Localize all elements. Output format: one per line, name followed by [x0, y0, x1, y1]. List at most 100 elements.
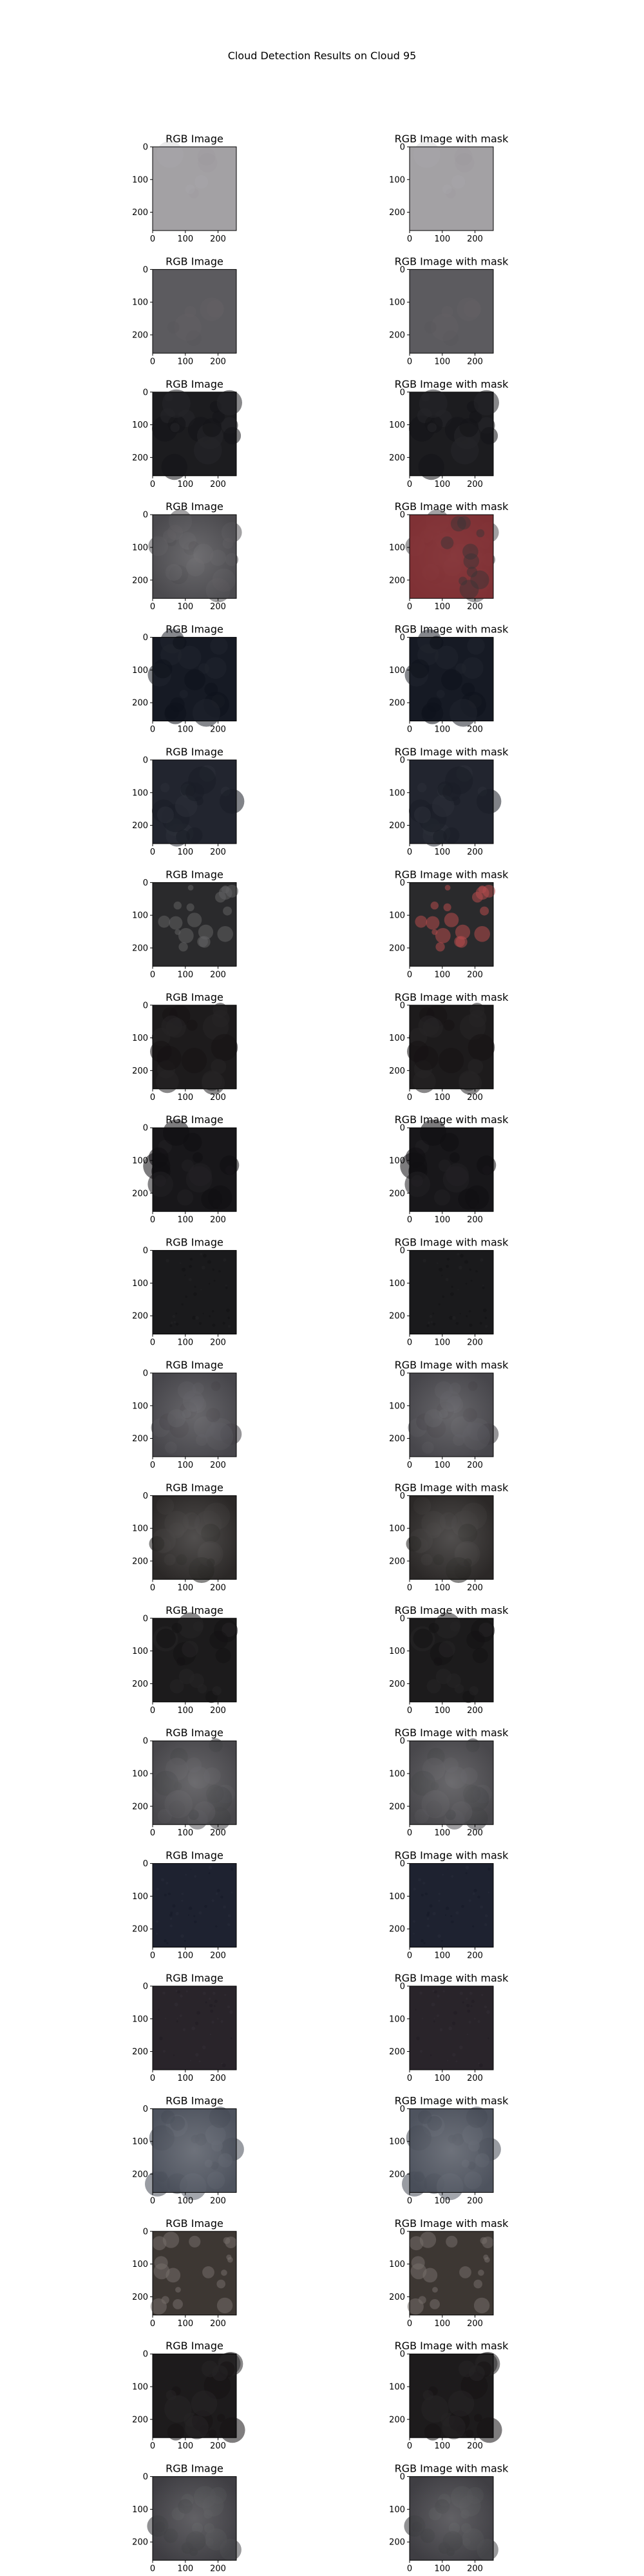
texture-spot: [413, 140, 440, 168]
image-area: [410, 1863, 493, 1947]
axes-frame: [409, 392, 494, 477]
x-tick-label: 100: [177, 2319, 193, 2329]
texture-spot: [482, 1284, 484, 1287]
image-texture: [147, 629, 229, 727]
texture-spot: [166, 1259, 169, 1263]
axes-frame: [152, 1985, 237, 2070]
texture-spot: [169, 1679, 184, 1694]
y-tick-label: 100: [132, 1524, 148, 1534]
texture-spot: [167, 321, 180, 334]
texture-spot: [211, 1010, 230, 1028]
panel-title: RGB Image with mask: [395, 1359, 509, 1371]
texture-spot: [161, 453, 187, 480]
panel-title: RGB Image with mask: [395, 746, 509, 758]
texture-spot: [169, 1913, 173, 1917]
texture-spot: [441, 305, 453, 318]
panel-title: RGB Image: [166, 1359, 223, 1371]
x-tick-label: 200: [467, 725, 483, 735]
x-tick-label: 200: [210, 1583, 226, 1593]
axes-frame: [152, 1005, 237, 1090]
texture-spot: [213, 1991, 216, 1995]
texture-spot: [170, 1917, 173, 1920]
texture-spot: [465, 2429, 474, 2438]
texture-spot: [431, 929, 438, 935]
texture-spot: [202, 1071, 225, 1095]
texture-spot: [484, 1923, 488, 1926]
texture-spot: [451, 1920, 454, 1924]
axes-frame: [152, 2108, 237, 2193]
texture-spot: [185, 1166, 213, 1193]
axes-frame: [152, 1863, 237, 1948]
panel-title: RGB Image with mask: [395, 2340, 509, 2352]
texture-spot: [189, 188, 199, 199]
x-tick-label: 200: [467, 357, 483, 366]
texture-spot: [231, 1891, 233, 1893]
texture-spot: [211, 2020, 214, 2024]
texture-spot: [421, 1939, 424, 1943]
texture-spot: [451, 2022, 456, 2025]
y-tick-label: 100: [389, 543, 405, 553]
texture-spot: [202, 1991, 206, 1995]
texture-spot: [221, 2063, 223, 2065]
image-texture: [152, 765, 245, 847]
texture-spot: [212, 1686, 222, 1696]
y-tick-label: 0: [400, 1737, 405, 1747]
mask-gap: [466, 567, 478, 578]
panel-rgb-6: RGB Image 0 100 200 0 100 200: [132, 746, 245, 857]
texture-spot: [433, 1990, 437, 1994]
x-tick-label: 200: [467, 848, 483, 857]
x-tick-label: 0: [150, 357, 155, 366]
y-tick-label: 0: [143, 1001, 148, 1010]
texture-spot: [468, 1059, 484, 1075]
x-tick-label: 0: [407, 1461, 412, 1470]
texture-spot: [200, 1253, 203, 1256]
texture-spot: [488, 1891, 490, 1893]
image-texture: [413, 140, 475, 199]
x-tick-label: 100: [177, 1338, 193, 1348]
panel-rgb-4: RGB Image 0 100 200 0 100 200: [132, 500, 242, 612]
image-texture: [167, 297, 225, 346]
panel-title: RGB Image: [166, 2463, 223, 2475]
texture-spot: [444, 885, 451, 891]
x-tick-label: 200: [467, 2564, 483, 2574]
texture-spot: [204, 683, 218, 696]
texture-spot: [442, 330, 459, 346]
texture-spot: [434, 1612, 461, 1639]
y-tick-label: 0: [400, 2227, 405, 2237]
panel-title: RGB Image with mask: [395, 1113, 509, 1126]
y-tick-label: 100: [132, 543, 148, 553]
texture-spot: [451, 1285, 453, 1288]
texture-spot: [202, 418, 222, 437]
axes-frame: [152, 1740, 237, 1825]
image-texture: [166, 1253, 231, 1328]
haze-overlay: [153, 1741, 236, 1825]
x-tick-label: 0: [150, 1706, 155, 1716]
texture-spot: [208, 2429, 217, 2438]
texture-spot: [446, 1258, 450, 1261]
texture-spot: [215, 1892, 218, 1895]
y-tick-label: 200: [389, 699, 405, 708]
y-tick-label: 100: [389, 2260, 405, 2269]
y-tick-label: 100: [132, 666, 148, 676]
y-tick-label: 100: [132, 1279, 148, 1289]
panel-title: RGB Image with mask: [395, 1972, 509, 1984]
x-tick-label: 100: [177, 725, 193, 735]
image-texture: [400, 1119, 497, 1210]
texture-spot: [435, 928, 451, 943]
y-tick-label: 0: [400, 633, 405, 643]
texture-spot: [424, 321, 437, 334]
texture-spot: [209, 1315, 211, 1318]
texture-spot: [430, 1321, 433, 1323]
texture-spot: [176, 829, 190, 844]
texture-spot: [467, 637, 485, 655]
texture-spot: [197, 1683, 207, 1694]
x-tick-label: 0: [407, 2319, 412, 2329]
panel-title: RGB Image: [166, 1236, 223, 1249]
texture-spot: [202, 2266, 214, 2278]
x-tick-label: 0: [150, 1461, 155, 1470]
panel-rgb-8: RGB Image 0 100 200 0 100 200: [132, 991, 238, 1103]
texture-spot: [210, 637, 228, 655]
texture-spot: [177, 1612, 204, 1639]
texture-spot: [484, 2005, 488, 2009]
